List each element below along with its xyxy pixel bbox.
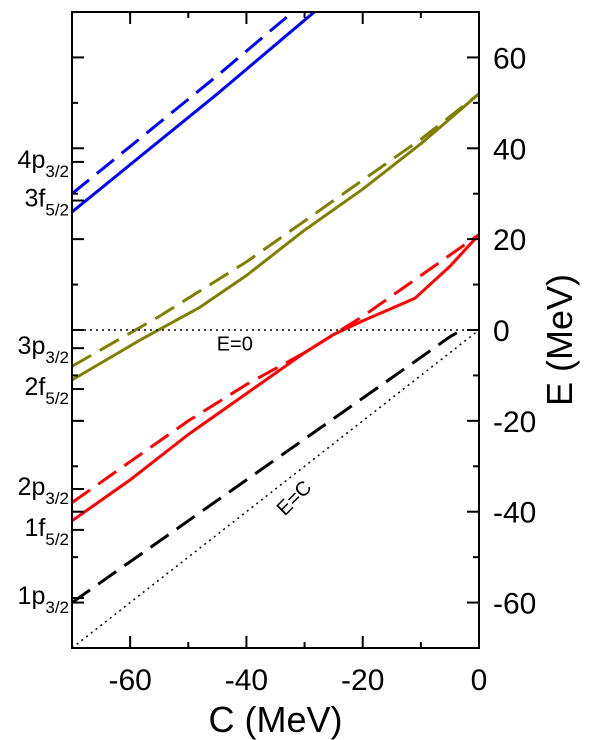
y-tick-label: -60: [493, 588, 536, 621]
x-tick-label: 0: [471, 664, 488, 697]
y-tick-label: 40: [493, 133, 526, 166]
series-line-4: [72, 92, 479, 368]
x-tick-label: -60: [108, 664, 151, 697]
y-tick-label: -40: [493, 497, 536, 530]
state-label-2f-5-2: 2f5/2: [25, 373, 70, 408]
y-tick-label: 60: [493, 42, 526, 75]
series-line-7: [72, 328, 463, 604]
state-label-1p-3-2: 1p3/2: [18, 582, 69, 617]
state-label-2p-3-2: 2p3/2: [18, 473, 69, 508]
x-axis-label: C (MeV): [209, 699, 343, 740]
series-line-8: [72, 329, 479, 648]
state-label-4p-3-2: 4p3/2: [18, 146, 69, 181]
state-label-3p-3-2: 3p3/2: [18, 332, 69, 367]
y-tick-label: -20: [493, 406, 536, 439]
y-axis-label: E (MeV): [539, 274, 580, 406]
annotation-2: E=C: [273, 477, 316, 520]
annotation-1: E=0: [217, 333, 253, 355]
series-line-1: [72, 12, 317, 214]
axis-ticks: -60 -40 -20 0 -60 -40 -20 0 20 40 60: [71, 11, 536, 697]
y-tick-label: 20: [493, 224, 526, 257]
y-tick-label: 0: [493, 315, 510, 348]
plot-lines: [72, 12, 479, 648]
series-line-3: [72, 92, 479, 382]
x-tick-label: -20: [341, 664, 384, 697]
series-line-6: [72, 233, 479, 504]
state-labels: 4p3/2 3f5/2 3p3/2 2f5/2 2p3/2 1f5/2 1p3/2: [18, 146, 84, 617]
state-label-3f-5-2: 3f5/2: [25, 185, 70, 220]
x-tick-label: -40: [225, 664, 268, 697]
state-label-1f-5-2: 1f5/2: [25, 514, 70, 549]
